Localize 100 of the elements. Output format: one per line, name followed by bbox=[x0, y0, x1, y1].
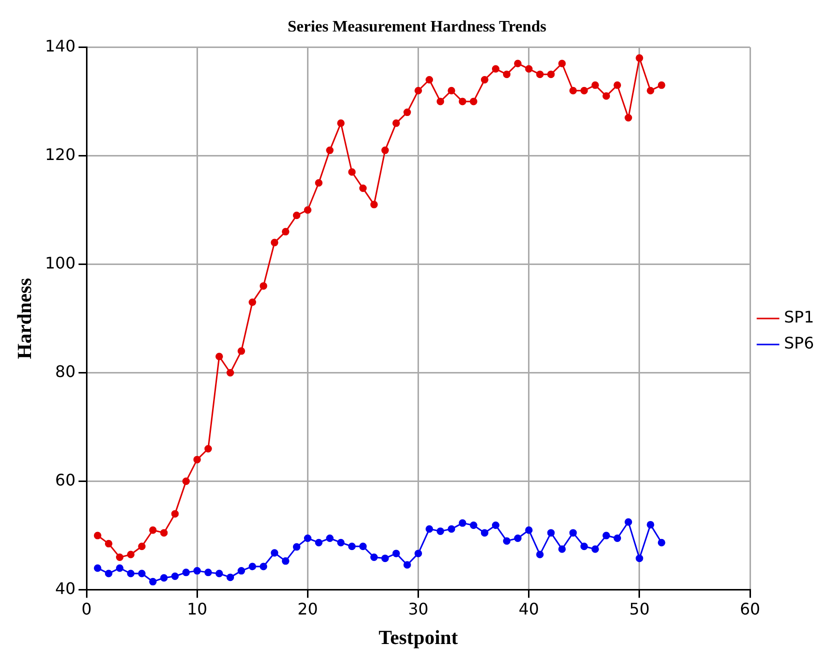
point bbox=[282, 228, 290, 236]
point bbox=[348, 542, 356, 550]
point bbox=[260, 282, 268, 290]
y-tick-label: 100 bbox=[44, 253, 76, 272]
point bbox=[127, 550, 135, 558]
point bbox=[260, 562, 268, 570]
point bbox=[337, 119, 345, 127]
point bbox=[602, 92, 610, 100]
point bbox=[470, 98, 478, 106]
point bbox=[426, 76, 434, 84]
point bbox=[502, 537, 510, 545]
point bbox=[403, 561, 411, 569]
point bbox=[270, 238, 278, 246]
point bbox=[658, 538, 666, 546]
x-tick-label: 10 bbox=[186, 600, 208, 619]
x-tick-label: 60 bbox=[740, 600, 760, 619]
point bbox=[470, 521, 478, 529]
point bbox=[525, 65, 533, 73]
point bbox=[426, 525, 434, 533]
point bbox=[614, 534, 622, 542]
point bbox=[591, 545, 599, 553]
y-tick-label: 80 bbox=[55, 362, 76, 381]
point bbox=[149, 526, 157, 534]
point bbox=[558, 60, 566, 68]
point bbox=[348, 168, 356, 176]
point bbox=[337, 538, 345, 546]
point bbox=[282, 557, 290, 565]
point bbox=[326, 534, 334, 542]
point bbox=[414, 550, 422, 558]
x-tick-label: 30 bbox=[408, 600, 428, 619]
point bbox=[547, 70, 555, 78]
point bbox=[292, 543, 300, 551]
point bbox=[536, 70, 544, 78]
point bbox=[525, 526, 533, 534]
point bbox=[116, 564, 124, 572]
point bbox=[238, 347, 246, 355]
point bbox=[138, 542, 146, 550]
y-tick-label: 140 bbox=[44, 36, 76, 56]
point bbox=[104, 540, 112, 548]
point bbox=[248, 298, 256, 306]
point bbox=[458, 98, 466, 106]
point bbox=[580, 86, 588, 94]
point bbox=[94, 532, 102, 540]
point bbox=[514, 60, 522, 68]
point bbox=[104, 570, 112, 578]
point bbox=[326, 146, 334, 154]
point bbox=[547, 529, 555, 537]
point bbox=[392, 119, 400, 127]
point bbox=[492, 521, 500, 529]
point bbox=[624, 114, 632, 122]
point bbox=[182, 478, 190, 486]
point bbox=[624, 518, 632, 526]
point bbox=[215, 352, 223, 360]
point bbox=[381, 146, 389, 154]
point bbox=[480, 76, 488, 84]
point bbox=[204, 568, 212, 576]
point bbox=[315, 538, 323, 546]
point bbox=[614, 81, 622, 89]
point bbox=[602, 532, 610, 540]
point bbox=[558, 545, 566, 553]
point bbox=[138, 570, 146, 578]
y-axis-title: Hardness bbox=[14, 278, 36, 360]
point bbox=[359, 184, 367, 192]
point bbox=[248, 562, 256, 570]
legend-label: SP1 bbox=[784, 308, 814, 327]
point bbox=[94, 564, 102, 572]
point bbox=[591, 81, 599, 89]
point bbox=[536, 550, 544, 558]
point bbox=[215, 570, 223, 578]
point bbox=[436, 527, 444, 535]
point bbox=[226, 369, 234, 377]
point bbox=[182, 568, 190, 576]
point bbox=[270, 549, 278, 557]
point bbox=[569, 529, 577, 537]
point bbox=[304, 534, 312, 542]
point bbox=[403, 108, 411, 116]
point bbox=[448, 86, 456, 94]
point bbox=[149, 578, 157, 586]
point bbox=[580, 542, 588, 550]
point bbox=[304, 206, 312, 214]
point bbox=[292, 212, 300, 220]
point bbox=[116, 553, 124, 561]
legend-label: SP6 bbox=[784, 334, 814, 353]
x-tick-label: 0 bbox=[81, 600, 92, 619]
point bbox=[171, 510, 179, 518]
point bbox=[171, 572, 179, 580]
point bbox=[448, 525, 456, 533]
point bbox=[392, 550, 400, 558]
point bbox=[160, 529, 168, 537]
point bbox=[160, 574, 168, 582]
x-tick-label: 40 bbox=[518, 600, 540, 619]
point bbox=[370, 200, 378, 208]
point bbox=[127, 570, 135, 578]
x-tick-label: 20 bbox=[298, 600, 318, 619]
point bbox=[646, 86, 654, 94]
x-axis-title: Testpoint bbox=[378, 627, 458, 650]
y-tick-label: 40 bbox=[55, 578, 76, 598]
point bbox=[658, 81, 666, 89]
point bbox=[502, 70, 510, 78]
point bbox=[636, 554, 644, 562]
